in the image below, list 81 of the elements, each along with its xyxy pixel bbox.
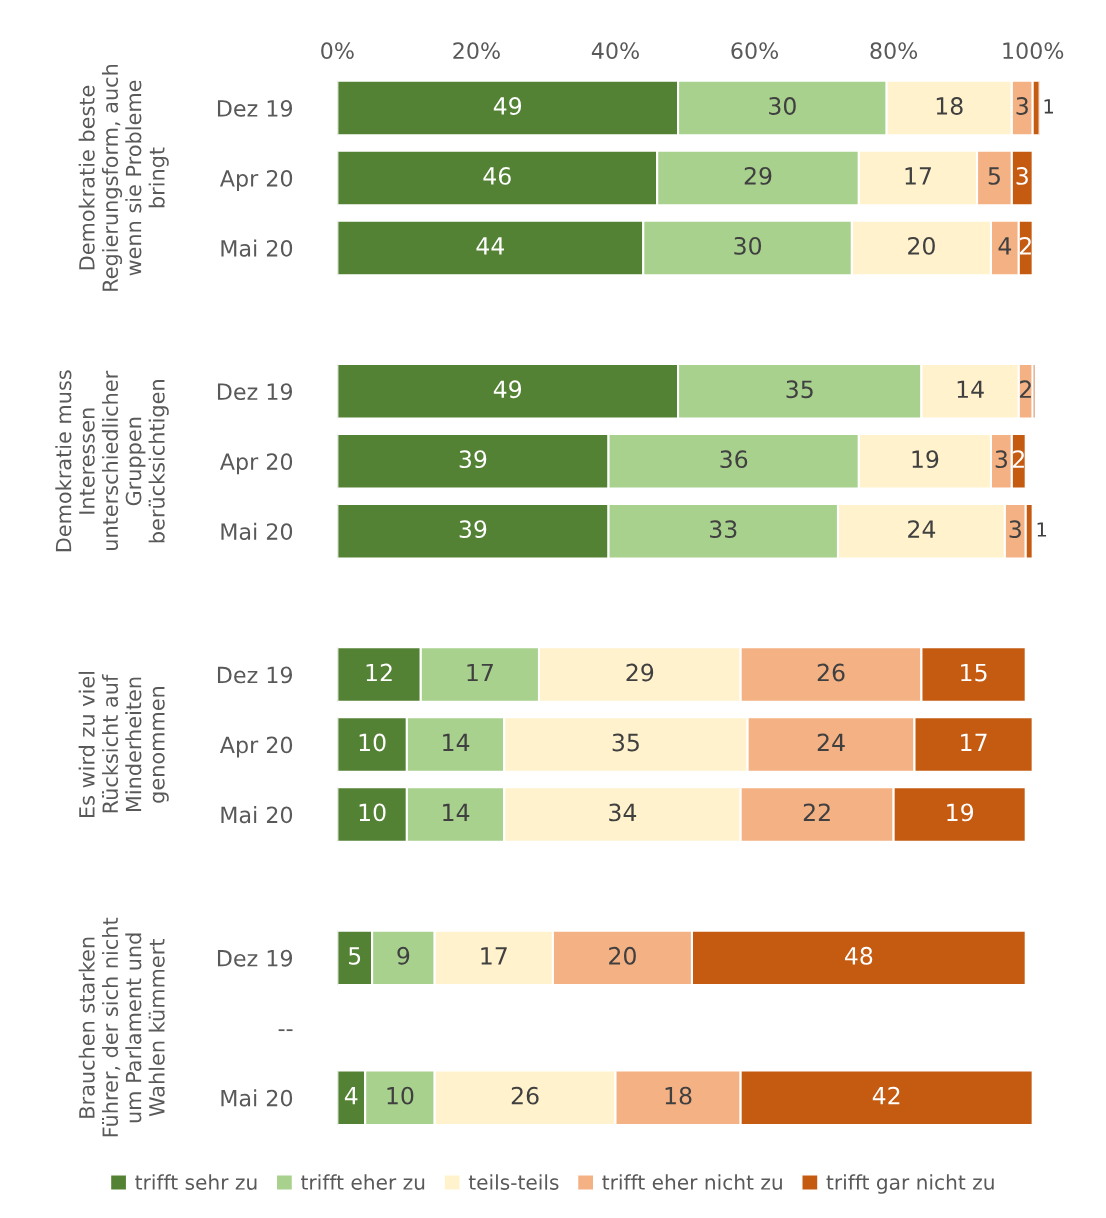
data-label: 4: [998, 237, 1012, 255]
y-axis-title: Demokratie beste Regierungsform, auch wenn sie Probleme bringt: [78, 64, 169, 291]
data-label: 44: [476, 237, 505, 255]
y-axis-title: Demokratie muss Interessen unterschiedlicher Gruppen berücksichtigen: [55, 370, 169, 552]
y-tick-label: Apr 20: [219, 453, 293, 475]
data-label: 20: [908, 236, 935, 255]
data-label: 10: [359, 733, 386, 752]
data-label: 1: [1037, 522, 1047, 537]
data-label: 17: [905, 167, 931, 185]
y-tick-label: Dez 19: [217, 949, 293, 967]
x-tick-label: 0%: [321, 42, 354, 60]
x-tick-label: 40%: [591, 42, 639, 60]
data-label: 29: [744, 166, 772, 185]
data-label: 48: [844, 946, 873, 965]
legend-label: trifft eher zu: [301, 1174, 425, 1190]
data-label: 19: [912, 450, 939, 469]
data-label: 26: [817, 663, 845, 682]
legend-label: trifft eher nicht zu: [602, 1174, 782, 1190]
y-tick-label: Apr 20: [219, 169, 293, 192]
y-tick-label: Mai 20: [221, 239, 293, 257]
data-label: 24: [908, 520, 936, 538]
data-label: 3: [995, 450, 1008, 469]
x-tick-label: 60%: [731, 42, 779, 60]
legend-label: trifft gar nicht zu: [826, 1174, 994, 1194]
data-label: 42: [872, 1086, 900, 1105]
data-label: 9: [397, 946, 410, 965]
data-label: 14: [443, 803, 470, 822]
data-label: 14: [957, 380, 984, 398]
data-label: 1: [1044, 99, 1053, 114]
data-label: 17: [467, 663, 493, 682]
data-label: 30: [734, 236, 762, 255]
y-tick-label: Dez 19: [217, 383, 293, 401]
x-tick-label: 80%: [870, 42, 918, 60]
data-label: 35: [786, 380, 813, 399]
data-label: 29: [626, 663, 654, 682]
data-label: 39: [459, 520, 487, 539]
data-label: 3: [1009, 520, 1021, 539]
data-label: 15: [961, 663, 987, 682]
data-label: 10: [359, 803, 386, 822]
data-label: 33: [710, 520, 737, 539]
data-label: 3: [1016, 166, 1028, 185]
data-label: 2: [1019, 380, 1031, 398]
data-label: 17: [481, 947, 507, 965]
x-tick-label: 100%: [1003, 42, 1064, 60]
y-tick-label: Apr 20: [219, 736, 293, 758]
y-tick-label: Dez 19: [217, 100, 293, 117]
y-tick-label: Dez 19: [217, 666, 293, 684]
data-label: 39: [459, 450, 487, 469]
data-label: 30: [769, 97, 796, 115]
data-label: 14: [443, 733, 470, 752]
data-label: 20: [609, 946, 636, 965]
data-label: 22: [803, 803, 830, 822]
y-tick-label: Mai 20: [221, 806, 293, 824]
data-label: 46: [483, 166, 511, 185]
data-label: 36: [720, 450, 748, 469]
data-label: 17: [961, 733, 987, 752]
y-tick-label: --: [278, 1029, 293, 1032]
data-label: 34: [609, 803, 637, 822]
y-tick-label: Mai 20: [221, 1089, 293, 1107]
data-label: 49: [493, 380, 522, 399]
y-axis-title: Brauchen starken Führer, der sich nicht um Parlament und Wahlen kümmert: [78, 917, 165, 1137]
data-label: 35: [612, 733, 639, 752]
data-label: 3: [1016, 97, 1028, 115]
data-label: 49: [493, 97, 522, 115]
data-label: 18: [665, 1086, 692, 1105]
data-label: 26: [511, 1086, 539, 1105]
data-label: 10: [387, 1086, 414, 1105]
data-label: 24: [817, 733, 845, 752]
x-tick-label: 20%: [453, 42, 500, 60]
data-label: 18: [936, 97, 963, 115]
data-label: 2: [1019, 236, 1031, 255]
data-label: 5: [349, 947, 361, 965]
data-label: 5: [988, 167, 1000, 185]
legend-label: trifft sehr zu: [135, 1174, 257, 1190]
legend-label: teils-teils: [468, 1174, 559, 1190]
data-label: 12: [366, 663, 392, 682]
y-tick-label: Mai 20: [221, 522, 293, 540]
data-label: 2: [1013, 450, 1024, 468]
data-label: 4: [344, 1087, 358, 1105]
data-label: 19: [947, 803, 974, 822]
y-axis-title: Es wird zu viel Rücksicht auf Minderheiten genommen: [78, 672, 169, 817]
